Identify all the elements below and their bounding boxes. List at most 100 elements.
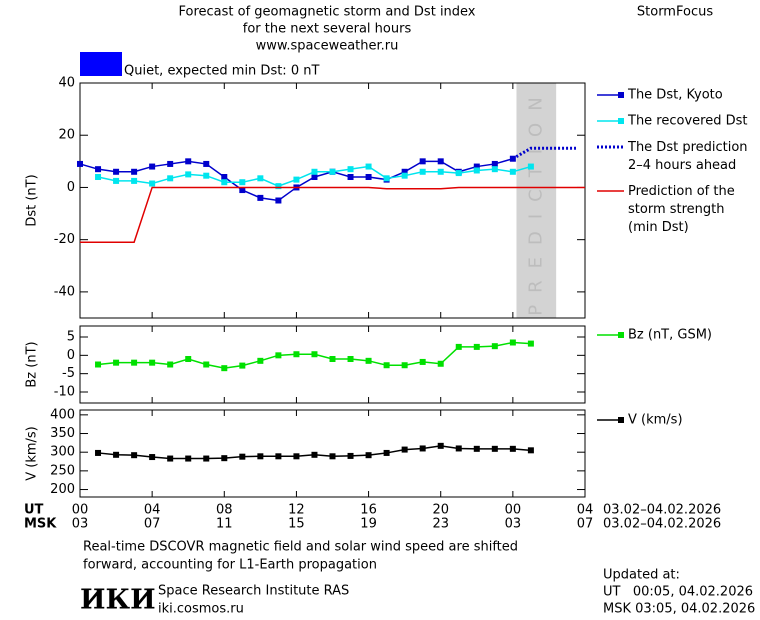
point [257, 194, 264, 201]
point [419, 168, 426, 175]
point [401, 168, 408, 175]
y-tick-label: 350 [50, 426, 75, 441]
point [365, 357, 372, 364]
title-line: for the next several hours [243, 22, 412, 37]
point [239, 362, 246, 369]
point [185, 455, 192, 462]
y-tick-label: 0 [67, 180, 75, 195]
updated-msk: MSK 03:05, 04.02.2026 [603, 602, 755, 617]
y-tick-label: 20 [58, 128, 75, 143]
y-tick-label: -10 [54, 385, 75, 400]
x-tick-label: 00 [505, 503, 522, 518]
point [185, 356, 192, 362]
point [239, 187, 246, 194]
date-range: 03.02–04.02.2026 [603, 503, 721, 518]
point [491, 343, 498, 350]
updated-ut: UT 00:05, 04.02.2026 [603, 585, 753, 600]
point [149, 359, 156, 366]
x-tick-label-msk: 03 [505, 517, 522, 532]
prediction-label: PREDICTION [525, 85, 546, 315]
point [275, 197, 282, 204]
legend-marker [618, 92, 624, 98]
point [185, 171, 192, 178]
point [95, 449, 102, 456]
y-tick-label: 0 [67, 348, 75, 363]
point [131, 359, 138, 366]
point [257, 357, 264, 364]
date-range: 03.02–04.02.2026 [603, 517, 721, 532]
point [113, 451, 120, 458]
point [329, 356, 336, 362]
point [221, 179, 228, 186]
point [455, 343, 462, 350]
updated-title: Updated at: [603, 568, 680, 583]
point [95, 166, 102, 173]
point [167, 455, 174, 462]
point [149, 454, 156, 461]
x-tick-label-msk: 19 [360, 517, 377, 532]
point [347, 166, 354, 173]
point [311, 351, 318, 358]
y-tick-label: 250 [50, 463, 75, 478]
point [401, 172, 408, 179]
x-tick-label-msk: 07 [577, 517, 594, 532]
x-tick-label-msk: 03 [72, 517, 89, 532]
point [473, 167, 480, 174]
point [491, 166, 498, 173]
point [113, 168, 120, 175]
legend-label: Bz (nT, GSM) [628, 328, 712, 343]
point [311, 168, 318, 175]
series-line [512, 146, 576, 161]
title-line: Forecast of geomagnetic storm and Dst in… [178, 5, 475, 20]
point [329, 453, 336, 460]
point [437, 442, 444, 449]
point [473, 445, 480, 452]
msk-label: MSK [24, 517, 57, 532]
x-tick-label-msk: 11 [216, 517, 233, 532]
point [419, 445, 426, 452]
point [383, 449, 390, 456]
y-axis-title: Dst (nT) [25, 174, 40, 226]
ut-label: UT [24, 503, 44, 518]
y-tick-label: 300 [50, 445, 75, 460]
point [167, 175, 174, 182]
point [203, 160, 210, 167]
point [365, 163, 372, 170]
site: iki.cosmos.ru [158, 602, 244, 617]
x-tick-label: 12 [288, 503, 305, 518]
point [113, 359, 120, 366]
point [401, 362, 408, 369]
status-box [80, 52, 122, 76]
legend-marker [618, 118, 624, 124]
x-tick-label: 00 [72, 503, 89, 518]
plot-frame [79, 409, 586, 498]
point [167, 160, 174, 167]
x-tick-label-msk: 23 [432, 517, 449, 532]
point [221, 174, 228, 180]
point [527, 163, 534, 170]
note: Real-time DSCOVR magnetic field and sola… [83, 540, 518, 555]
point [239, 179, 246, 186]
y-axis-title: V (km/s) [25, 426, 40, 481]
point [257, 175, 264, 182]
legend-label: The Dst prediction 2–4 hours ahead [627, 140, 748, 173]
series-line [80, 186, 585, 244]
point [203, 172, 210, 179]
brand: StormFocus [637, 5, 713, 20]
legend-label: Prediction of the storm strength (min Dst) [628, 184, 735, 235]
status: Quiet, expected min Dst: 0 nT [124, 64, 319, 79]
y-tick-label: -40 [54, 284, 75, 299]
point [347, 356, 354, 362]
point [203, 361, 210, 368]
y-tick-label: -20 [54, 232, 75, 247]
point [203, 455, 210, 462]
point [149, 180, 156, 187]
point [437, 158, 444, 165]
point [95, 174, 102, 180]
point [275, 352, 282, 359]
point [257, 453, 264, 460]
point [473, 343, 480, 350]
point [527, 340, 534, 347]
legend-marker [618, 332, 624, 338]
